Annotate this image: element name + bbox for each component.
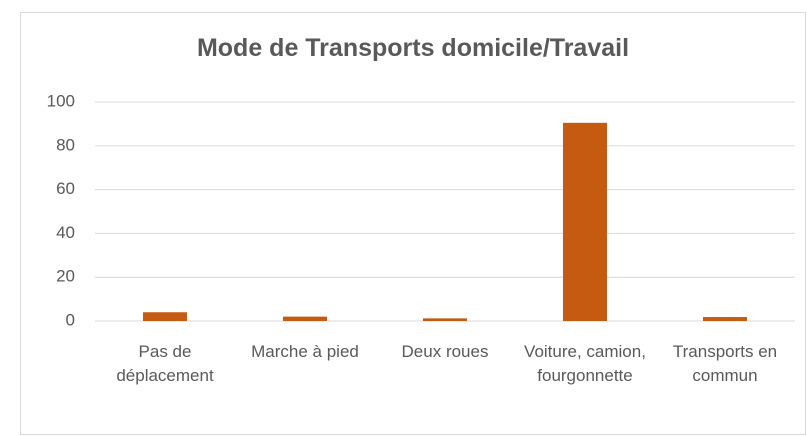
x-tick-label: Transports en commun <box>672 342 778 385</box>
bar <box>143 312 187 321</box>
x-tick-label: Pas de déplacement <box>116 342 214 385</box>
y-tick-label: 100 <box>47 91 75 110</box>
x-tick-label: Marche à pied <box>251 342 359 361</box>
bar <box>283 316 327 321</box>
y-tick-label: 40 <box>56 223 75 242</box>
chart-title: Mode de Transports domicile/Travail <box>196 34 630 62</box>
y-tick-label: 60 <box>56 179 75 198</box>
chart-frame <box>20 12 806 435</box>
y-tick-label: 80 <box>56 135 75 154</box>
x-tick-label: Deux roues <box>401 342 489 361</box>
bar <box>423 318 467 321</box>
bar <box>563 122 607 322</box>
bar <box>703 317 747 321</box>
y-tick-label: 0 <box>66 310 75 329</box>
y-tick-label: 20 <box>56 267 75 286</box>
x-tick-label: Voiture, camion, fourgonnette <box>524 342 646 385</box>
